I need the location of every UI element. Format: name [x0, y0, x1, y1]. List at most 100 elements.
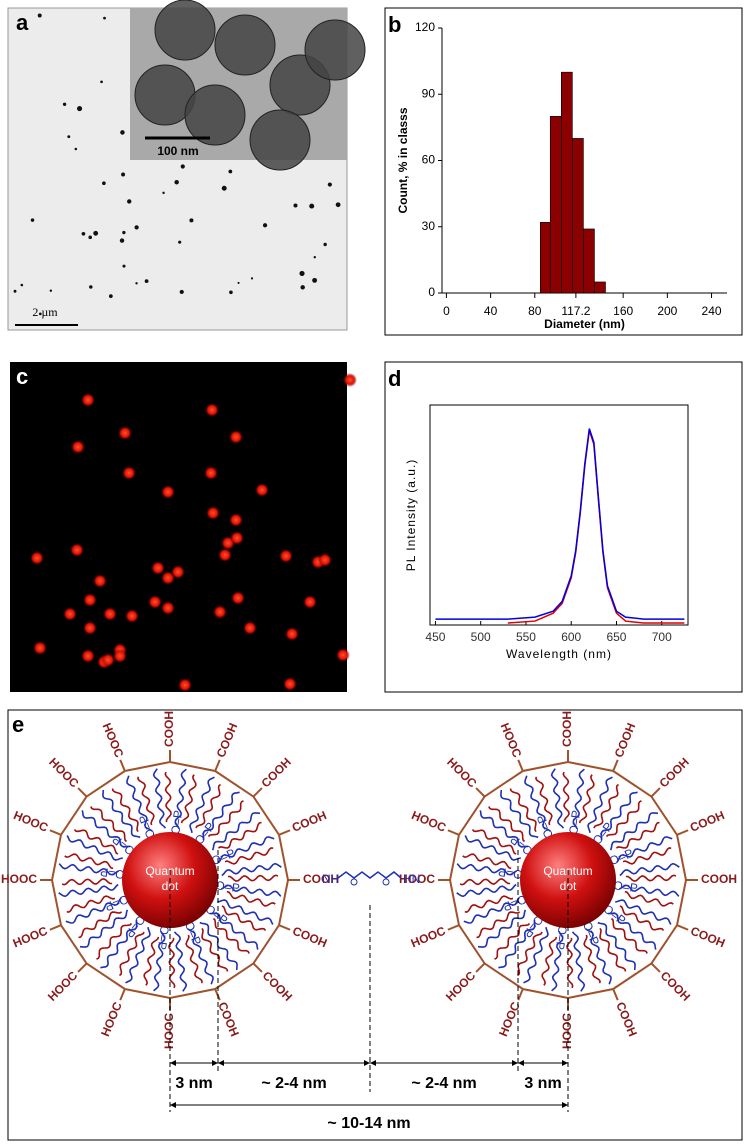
phosphine-label: O=P — [155, 925, 172, 951]
ligand-chain — [523, 927, 549, 984]
fluorescent-dot — [125, 609, 139, 623]
panel-label: b — [388, 12, 401, 37]
ligand-chain — [488, 806, 526, 843]
spoke — [447, 829, 460, 836]
ligand-chain — [464, 835, 521, 861]
particle — [237, 281, 240, 284]
bar — [540, 222, 551, 294]
dimension-label: ~ 2-4 nm — [261, 1075, 326, 1092]
ligand-chain — [58, 863, 120, 876]
ligand-chain — [153, 930, 166, 992]
ligand-chain — [227, 874, 279, 882]
spoke — [119, 988, 126, 1001]
ligand-chain — [550, 768, 565, 829]
x-axis-label: Diameter (nm) — [544, 317, 625, 331]
fluorescent-dot — [83, 593, 97, 607]
phosphine-label: O=P — [168, 809, 185, 835]
ligand-chain — [143, 936, 160, 986]
spoke — [77, 787, 88, 798]
fluorescent-dot — [231, 591, 245, 605]
fluorescent-dot — [303, 595, 317, 609]
ligand-chain — [599, 928, 627, 972]
nanoparticle — [154, 0, 216, 61]
ligand-chain — [221, 862, 282, 877]
particle — [67, 135, 71, 139]
phosphine-label: O=P — [215, 878, 241, 895]
ligand-chain — [174, 768, 187, 830]
particle — [312, 277, 318, 283]
spoke — [278, 829, 291, 836]
oxygen — [350, 878, 358, 886]
particle — [179, 289, 184, 295]
ligand-chain — [187, 928, 214, 985]
ligand-chain — [189, 776, 215, 833]
spoke — [650, 962, 661, 973]
ligand-chain — [96, 922, 133, 960]
x-tick-label: 650 — [606, 630, 626, 644]
ligand-chain — [619, 862, 680, 877]
particle — [62, 102, 67, 106]
fluorescent-dot — [218, 548, 232, 562]
pl-spectrum: 450 500 550 600 650 700 Wavelength (nm) PL Inte… — [404, 404, 689, 661]
nanoparticle — [304, 19, 366, 81]
ligand-chain — [562, 771, 570, 823]
particle — [299, 270, 305, 276]
x-tick-label: 240 — [702, 304, 722, 318]
particle — [20, 283, 24, 287]
spoke — [517, 759, 524, 772]
ligand-chain — [65, 897, 122, 924]
ligand-chain — [625, 874, 677, 882]
spoke — [475, 962, 486, 973]
dimension-label: 3 nm — [524, 1075, 561, 1092]
bar — [594, 281, 606, 294]
phosphine-label: O=P — [613, 878, 639, 895]
acid-label: COOH — [560, 711, 574, 747]
x-tick-label: 500 — [471, 630, 491, 644]
fluorescent-dot — [178, 678, 192, 692]
phosphine-label: O=P — [99, 865, 125, 882]
ligand-chain — [609, 812, 659, 851]
amide-label: HN — [403, 872, 420, 886]
ligand-chain — [218, 836, 275, 863]
acid-label: COOH — [701, 872, 737, 886]
bar — [572, 138, 584, 294]
spoke — [49, 924, 62, 931]
fluorescent-dot — [93, 574, 107, 588]
particle — [102, 181, 106, 186]
ligand-chain — [498, 919, 536, 969]
ligand-chain — [220, 884, 282, 897]
fluorescent-dot — [30, 551, 44, 565]
ligand-chain — [58, 883, 119, 898]
ligand-chain — [180, 774, 197, 824]
ligand-chain — [585, 928, 612, 985]
spoke — [278, 924, 291, 931]
fluorescent-dot — [70, 543, 84, 557]
ligand-chain — [477, 909, 527, 948]
particle — [323, 242, 327, 247]
ligand-chain — [456, 863, 518, 876]
particle — [174, 179, 179, 185]
fluorescent-dot — [161, 601, 175, 615]
dimension-label: ~ 10-14 nm — [327, 1115, 410, 1132]
fluorescent-dot — [71, 440, 85, 454]
ligand-chain — [509, 788, 537, 832]
particle — [135, 282, 138, 285]
fluorescent-dot — [33, 641, 47, 655]
spoke — [676, 829, 689, 836]
ligand-chain — [100, 919, 138, 969]
particle — [189, 218, 194, 223]
particle — [327, 182, 332, 187]
fluorescent-dot — [285, 627, 299, 641]
y-tick-label: 90 — [422, 86, 436, 100]
ligand-chain — [195, 783, 222, 829]
ligand-chain — [102, 789, 141, 839]
ligand-chain — [90, 806, 128, 843]
ligand-chain — [61, 878, 113, 886]
ligand-chain — [587, 776, 613, 833]
ligand-chain — [610, 917, 648, 954]
amide-label: NH — [322, 872, 339, 886]
y-axis-label: Count, % in classs — [396, 107, 410, 213]
particle — [121, 172, 126, 177]
ligand-chain — [456, 883, 517, 898]
particle — [309, 203, 315, 209]
